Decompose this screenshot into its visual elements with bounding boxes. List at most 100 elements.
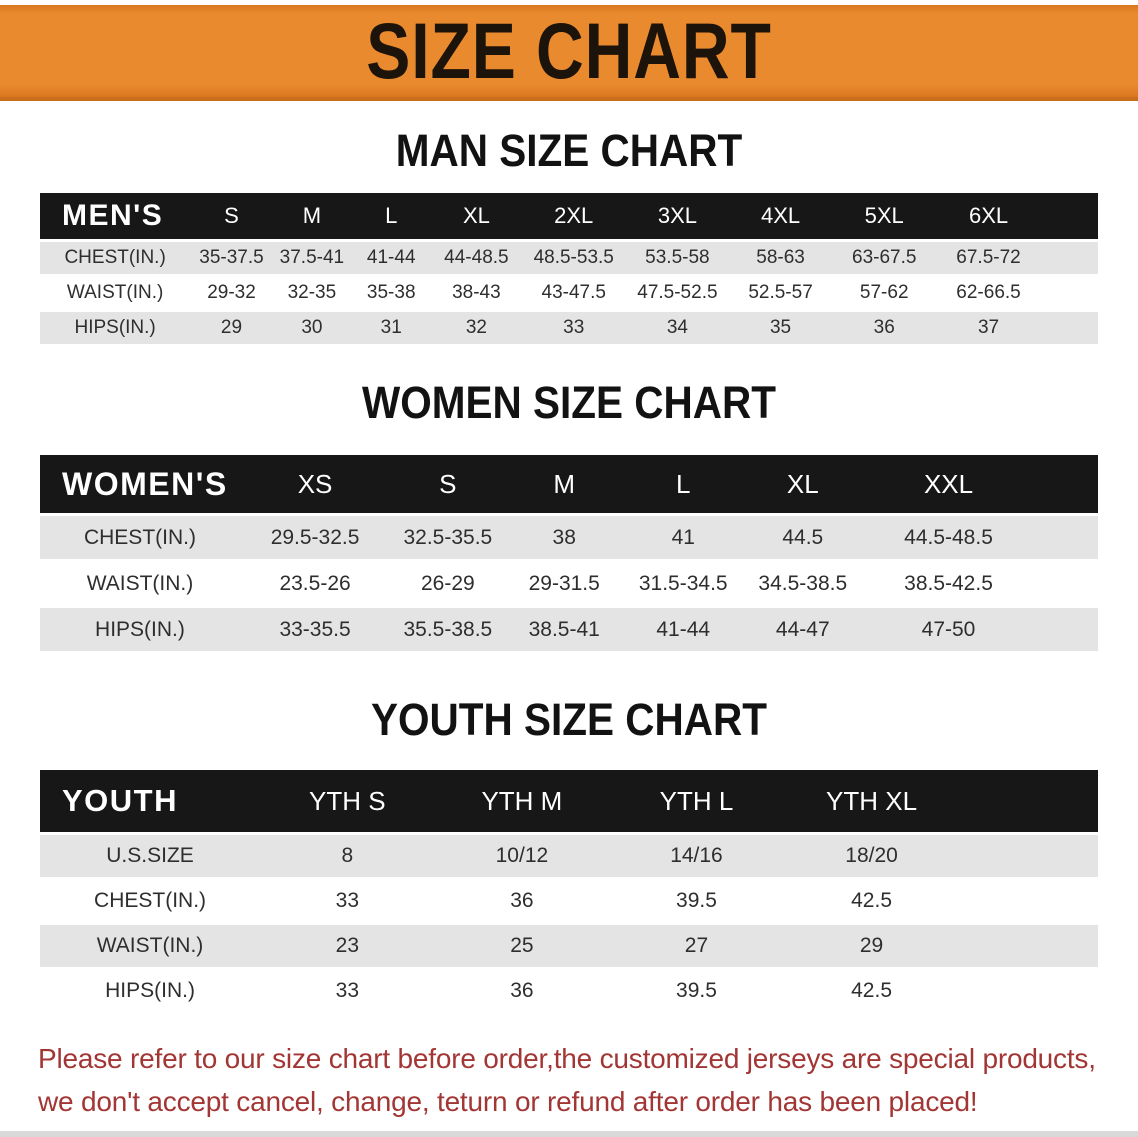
size-value: 44.5: [743, 516, 863, 559]
table-title: MEN'S: [40, 193, 191, 239]
table-row: WAIST(IN.) 23.5-26 26-29 29-31.5 31.5-34.5 34…: [40, 562, 1098, 605]
size-value: 32: [431, 312, 522, 344]
size-value: 39.5: [609, 970, 784, 1012]
size-value: 52.5-57: [728, 277, 833, 309]
size-value: 33: [260, 880, 435, 922]
size-column-header: XS: [239, 455, 391, 513]
size-column-header: 6XL: [936, 193, 1098, 239]
size-value: 44-47: [743, 608, 863, 651]
size-value: 37: [936, 312, 1098, 344]
size-column-header: 5XL: [832, 193, 937, 239]
men-size-table: MEN'S S M L XL 2XL 3XL 4XL 5XL 6XL CHEST(IN.) 35-3…: [40, 190, 1098, 347]
size-column-header: YTH M: [434, 770, 610, 832]
men-chart-heading: MAN SIZE CHART: [395, 125, 743, 176]
row-label: CHEST(IN.): [40, 516, 240, 559]
size-value: 43-47.5: [521, 277, 627, 309]
row-label: WAIST(IN.): [40, 925, 261, 967]
filler-cell: [959, 880, 1098, 922]
size-value: 37.5-41: [272, 242, 352, 274]
size-column-header: XL: [431, 193, 522, 239]
size-value: 36: [832, 312, 937, 344]
filler-cell: [959, 835, 1098, 877]
women-chart-heading: WOMEN SIZE CHART: [362, 377, 776, 428]
size-column-header: 3XL: [626, 193, 729, 239]
size-chart-banner: SIZE CHART: [0, 5, 1138, 101]
size-value: 35-38: [351, 277, 432, 309]
size-value: 29.5-32.5: [239, 516, 391, 559]
women-table-wrap: WOMEN'S XS S M L XL XXL CHEST(IN.) 29.5-32.5 32.…: [40, 452, 1098, 654]
size-value: 27: [609, 925, 784, 967]
size-value: 32.5-35.5: [390, 516, 506, 559]
disclaimer-line-1: Please refer to our size chart before or…: [38, 1043, 1096, 1074]
size-column-header: YTH XL: [783, 770, 960, 832]
row-label: WAIST(IN.): [40, 562, 240, 605]
size-column-header: 2XL: [521, 193, 627, 239]
size-value: 62-66.5: [936, 277, 1098, 309]
size-column-header: XL: [743, 455, 863, 513]
size-value: 63-67.5: [832, 242, 937, 274]
disclaimer-line-2: we don't accept cancel, change, teturn o…: [38, 1086, 978, 1117]
size-column-header: S: [390, 455, 506, 513]
table-row: HIPS(IN.) 33-35.5 35.5-38.5 38.5-41 41-44 44-…: [40, 608, 1098, 651]
youth-section: YOUTH SIZE CHART YOUTH YTH S YTH M YTH L YTH…: [0, 697, 1138, 1015]
size-value: 41-44: [351, 242, 432, 274]
men-table-wrap: MEN'S S M L XL 2XL 3XL 4XL 5XL 6XL CHEST(IN.) 35-3…: [40, 190, 1098, 347]
size-value: 26-29: [390, 562, 506, 605]
row-label: HIPS(IN.): [40, 608, 240, 651]
table-row: CHEST(IN.) 35-37.5 37.5-41 41-44 44-48.5 48.5…: [40, 242, 1098, 274]
size-value: 34.5-38.5: [743, 562, 863, 605]
size-value: 38.5-41: [505, 608, 623, 651]
size-value: 33: [521, 312, 627, 344]
size-value: 35-37.5: [190, 242, 273, 274]
size-value: 35: [728, 312, 833, 344]
size-value: 44-48.5: [431, 242, 522, 274]
size-value: 8: [260, 835, 435, 877]
size-column-header: XXL: [862, 455, 1098, 513]
size-value: 32-35: [272, 277, 352, 309]
table-title: YOUTH: [40, 770, 261, 832]
size-value: 33-35.5: [239, 608, 391, 651]
size-value: 29-32: [190, 277, 273, 309]
size-column-header: L: [622, 455, 744, 513]
size-value: 41-44: [622, 608, 744, 651]
table-row: U.S.SIZE 8 10/12 14/16 18/20: [40, 835, 1098, 877]
size-value: 57-62: [832, 277, 937, 309]
size-value: 58-63: [728, 242, 833, 274]
men-section: MAN SIZE CHART MEN'S S M L XL 2XL 3XL 4XL 5XL 6XL…: [0, 128, 1138, 347]
size-value: 53.5-58: [626, 242, 729, 274]
size-value: 18/20: [783, 835, 960, 877]
size-column-header: S: [190, 193, 273, 239]
size-value: 42.5: [783, 880, 960, 922]
header-row: MEN'S S M L XL 2XL 3XL 4XL 5XL 6XL: [40, 193, 1098, 239]
size-value: 47-50: [862, 608, 1098, 651]
youth-size-table: YOUTH YTH S YTH M YTH L YTH XL U.S.SIZE 8 10/1…: [40, 767, 1098, 1015]
header-row: WOMEN'S XS S M L XL XXL: [40, 455, 1098, 513]
row-label: HIPS(IN.): [40, 970, 261, 1012]
table-title: WOMEN'S: [40, 455, 240, 513]
row-label: CHEST(IN.): [40, 880, 261, 922]
table-row: CHEST(IN.) 29.5-32.5 32.5-35.5 38 41 44.5 44.5…: [40, 516, 1098, 559]
disclaimer-text: Please refer to our size chart before or…: [38, 1037, 1108, 1123]
row-label: U.S.SIZE: [40, 835, 261, 877]
youth-chart-heading: YOUTH SIZE CHART: [370, 694, 767, 745]
size-value: 31: [351, 312, 432, 344]
size-value: 10/12: [434, 835, 610, 877]
size-value: 34: [626, 312, 729, 344]
size-value: 31.5-34.5: [622, 562, 744, 605]
size-value: 29: [783, 925, 960, 967]
women-size-table: WOMEN'S XS S M L XL XXL CHEST(IN.) 29.5-32.5 32.…: [40, 452, 1098, 654]
size-value: 23.5-26: [239, 562, 391, 605]
size-column-header: YTH S: [260, 770, 435, 832]
size-value: 35.5-38.5: [390, 608, 506, 651]
size-value: 30: [272, 312, 352, 344]
row-label: WAIST(IN.): [40, 277, 191, 309]
size-value: 38.5-42.5: [862, 562, 1098, 605]
size-value: 23: [260, 925, 435, 967]
size-value: 67.5-72: [936, 242, 1098, 274]
size-value: 33: [260, 970, 435, 1012]
size-value: 29-31.5: [505, 562, 623, 605]
size-column-header: L: [351, 193, 432, 239]
filler-cell: [959, 770, 1098, 832]
row-label: HIPS(IN.): [40, 312, 191, 344]
size-value: 14/16: [609, 835, 784, 877]
